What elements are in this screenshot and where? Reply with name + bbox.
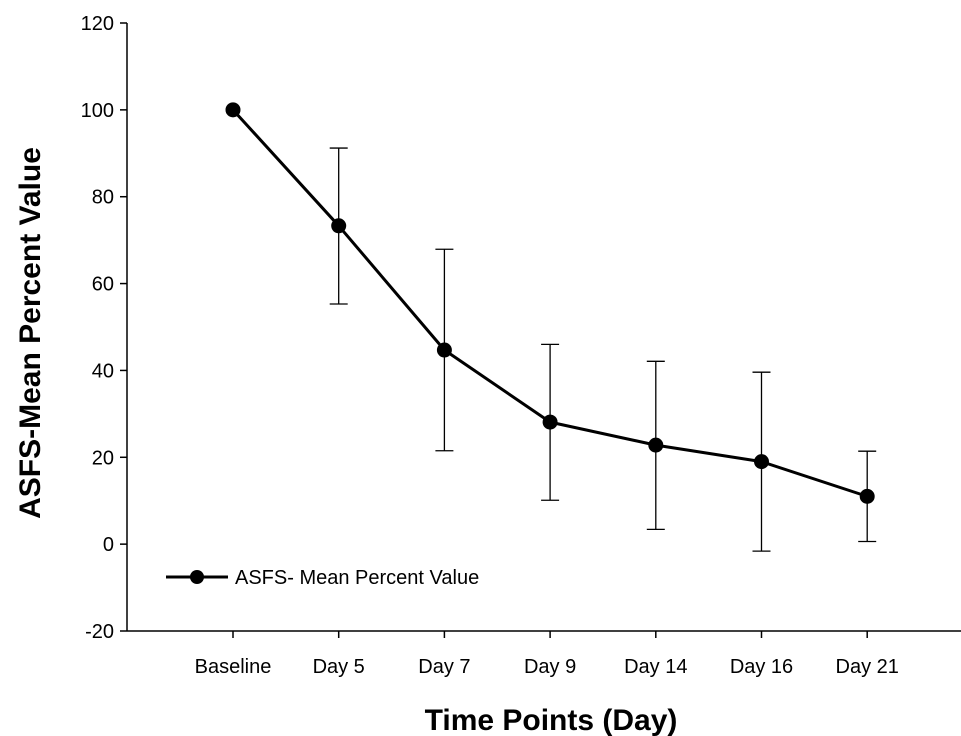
x-tick-label: Day 7 [418,656,470,678]
data-point [754,454,769,470]
y-tick-label: 0 [103,534,114,556]
data-points [225,102,875,504]
y-tick-label: 120 [81,13,114,35]
legend-label: ASFS- Mean Percent Value [235,567,479,589]
error-bars [329,147,877,552]
y-tick-label: 40 [92,360,114,382]
x-tick-label: Baseline [195,656,272,678]
data-point [648,437,664,453]
y-tick-label: 80 [92,187,114,209]
x-tick-label: Day 14 [624,656,687,678]
data-point [225,102,241,118]
plot-frame [126,23,961,632]
x-tick-label: Day 21 [836,656,899,678]
legend: ASFS- Mean Percent Value [166,567,479,589]
x-axis-title: Time Points (Day) [425,704,678,736]
x-tick-label: Day 16 [730,656,793,678]
y-axis-title: ASFS-Mean Percent Value [14,147,47,519]
y-tick-label: 20 [92,447,114,469]
data-point [436,342,452,358]
x-tick-label: Day 5 [313,656,365,678]
data-point [859,488,875,504]
data-point [542,414,558,430]
x-ticks: Baseline Day 5 Day 7 Day 9 Day 14 Day 16 Day 2… [195,631,899,678]
x-tick-label: Day 9 [524,656,576,678]
legend-point-marker [190,570,204,584]
y-ticks: -20 0 20 40 60 80 100 120 [81,13,127,643]
data-point [331,218,347,234]
y-tick-label: 100 [81,100,114,122]
y-tick-label: -20 [85,621,114,643]
y-tick-label: 60 [92,274,114,296]
